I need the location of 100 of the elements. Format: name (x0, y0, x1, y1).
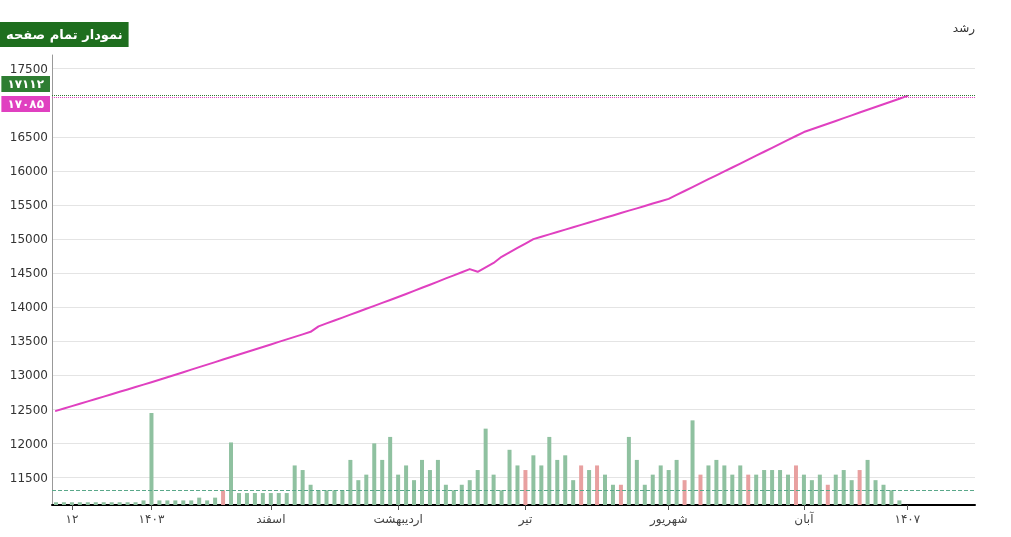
bar (85, 502, 90, 505)
bar (674, 459, 679, 505)
bar (483, 428, 488, 505)
bar (857, 470, 862, 505)
bar (642, 484, 647, 505)
bar (268, 493, 273, 505)
bar (786, 474, 791, 505)
bar (706, 465, 711, 505)
bar (873, 480, 878, 505)
x-tick-label: اسفند (256, 512, 286, 526)
bar (722, 465, 727, 505)
bar (404, 465, 409, 505)
bar (841, 470, 846, 505)
bar (300, 470, 305, 505)
bar (491, 474, 496, 505)
bar (380, 459, 385, 505)
bar (340, 490, 345, 505)
bar (372, 443, 377, 505)
bar (595, 465, 600, 505)
bar (324, 490, 329, 505)
y-tick-label: 12500 (9, 402, 48, 417)
bar (817, 474, 822, 505)
bar (849, 480, 854, 505)
bar (770, 470, 775, 505)
bar (690, 420, 695, 505)
bar (109, 502, 114, 505)
y-tick-label: 12000 (9, 436, 48, 451)
bar (698, 474, 703, 505)
bar (316, 490, 321, 505)
bar (603, 474, 607, 505)
bar (420, 459, 424, 505)
bar (809, 480, 814, 505)
bar (252, 493, 257, 505)
x-tick-label: ۱۴۰۳ (138, 512, 165, 526)
bar (443, 484, 448, 505)
bar (475, 470, 480, 505)
bar (682, 480, 687, 505)
bar (260, 493, 265, 505)
bar (284, 493, 289, 505)
bar (459, 484, 464, 505)
bar (515, 465, 520, 505)
bar (388, 436, 393, 505)
x-tick-label: شهریور (648, 512, 688, 527)
bar (793, 465, 798, 505)
bar (364, 474, 369, 505)
bar (93, 502, 98, 505)
y-tick-label: 15000 (9, 232, 48, 247)
bar (77, 502, 82, 505)
bar (778, 470, 783, 505)
bar (833, 474, 838, 505)
bar (746, 474, 751, 505)
text: نمودار تمام صفحه (6, 27, 123, 43)
bar (396, 474, 401, 505)
bar (467, 480, 472, 505)
bar (889, 490, 894, 505)
bar (738, 465, 743, 505)
bar (435, 459, 440, 505)
bar (125, 502, 130, 505)
bar (427, 470, 432, 505)
bar (181, 500, 186, 505)
y-tick-label: 15500 (9, 198, 48, 212)
bar (897, 500, 902, 505)
bar (539, 465, 544, 505)
x-tick-label: آبان (794, 511, 815, 526)
bar (587, 470, 592, 505)
bar (149, 413, 154, 505)
bar (292, 465, 297, 505)
y-tick-label: 13000 (9, 368, 48, 383)
bar (762, 470, 767, 505)
bar (189, 500, 194, 505)
x-tick-label: ۱۴۰۷ (894, 512, 921, 526)
bar (730, 474, 735, 505)
bar (650, 474, 655, 505)
bar (173, 500, 178, 505)
bar (523, 470, 528, 505)
bar (571, 480, 576, 505)
bar (213, 497, 218, 505)
bar (101, 502, 106, 505)
bar (229, 442, 234, 505)
bar (547, 436, 552, 505)
bar (825, 484, 830, 505)
bar (61, 502, 66, 505)
bar (356, 480, 361, 505)
bar (141, 500, 146, 505)
bar (236, 493, 241, 505)
bar (117, 502, 122, 505)
bar (507, 449, 512, 505)
ref-line-label: ۱۷۱۱۲ (7, 77, 45, 92)
y-tick-label: 11500 (9, 470, 48, 485)
bar (754, 474, 759, 505)
bar (610, 484, 615, 505)
bar (499, 490, 504, 505)
bar (205, 500, 210, 505)
bar (579, 465, 584, 505)
y-tick-label: 14500 (9, 266, 48, 281)
bar (714, 459, 719, 505)
bar (555, 459, 560, 505)
bar (658, 465, 663, 505)
bar (634, 459, 639, 505)
bar (563, 455, 568, 505)
